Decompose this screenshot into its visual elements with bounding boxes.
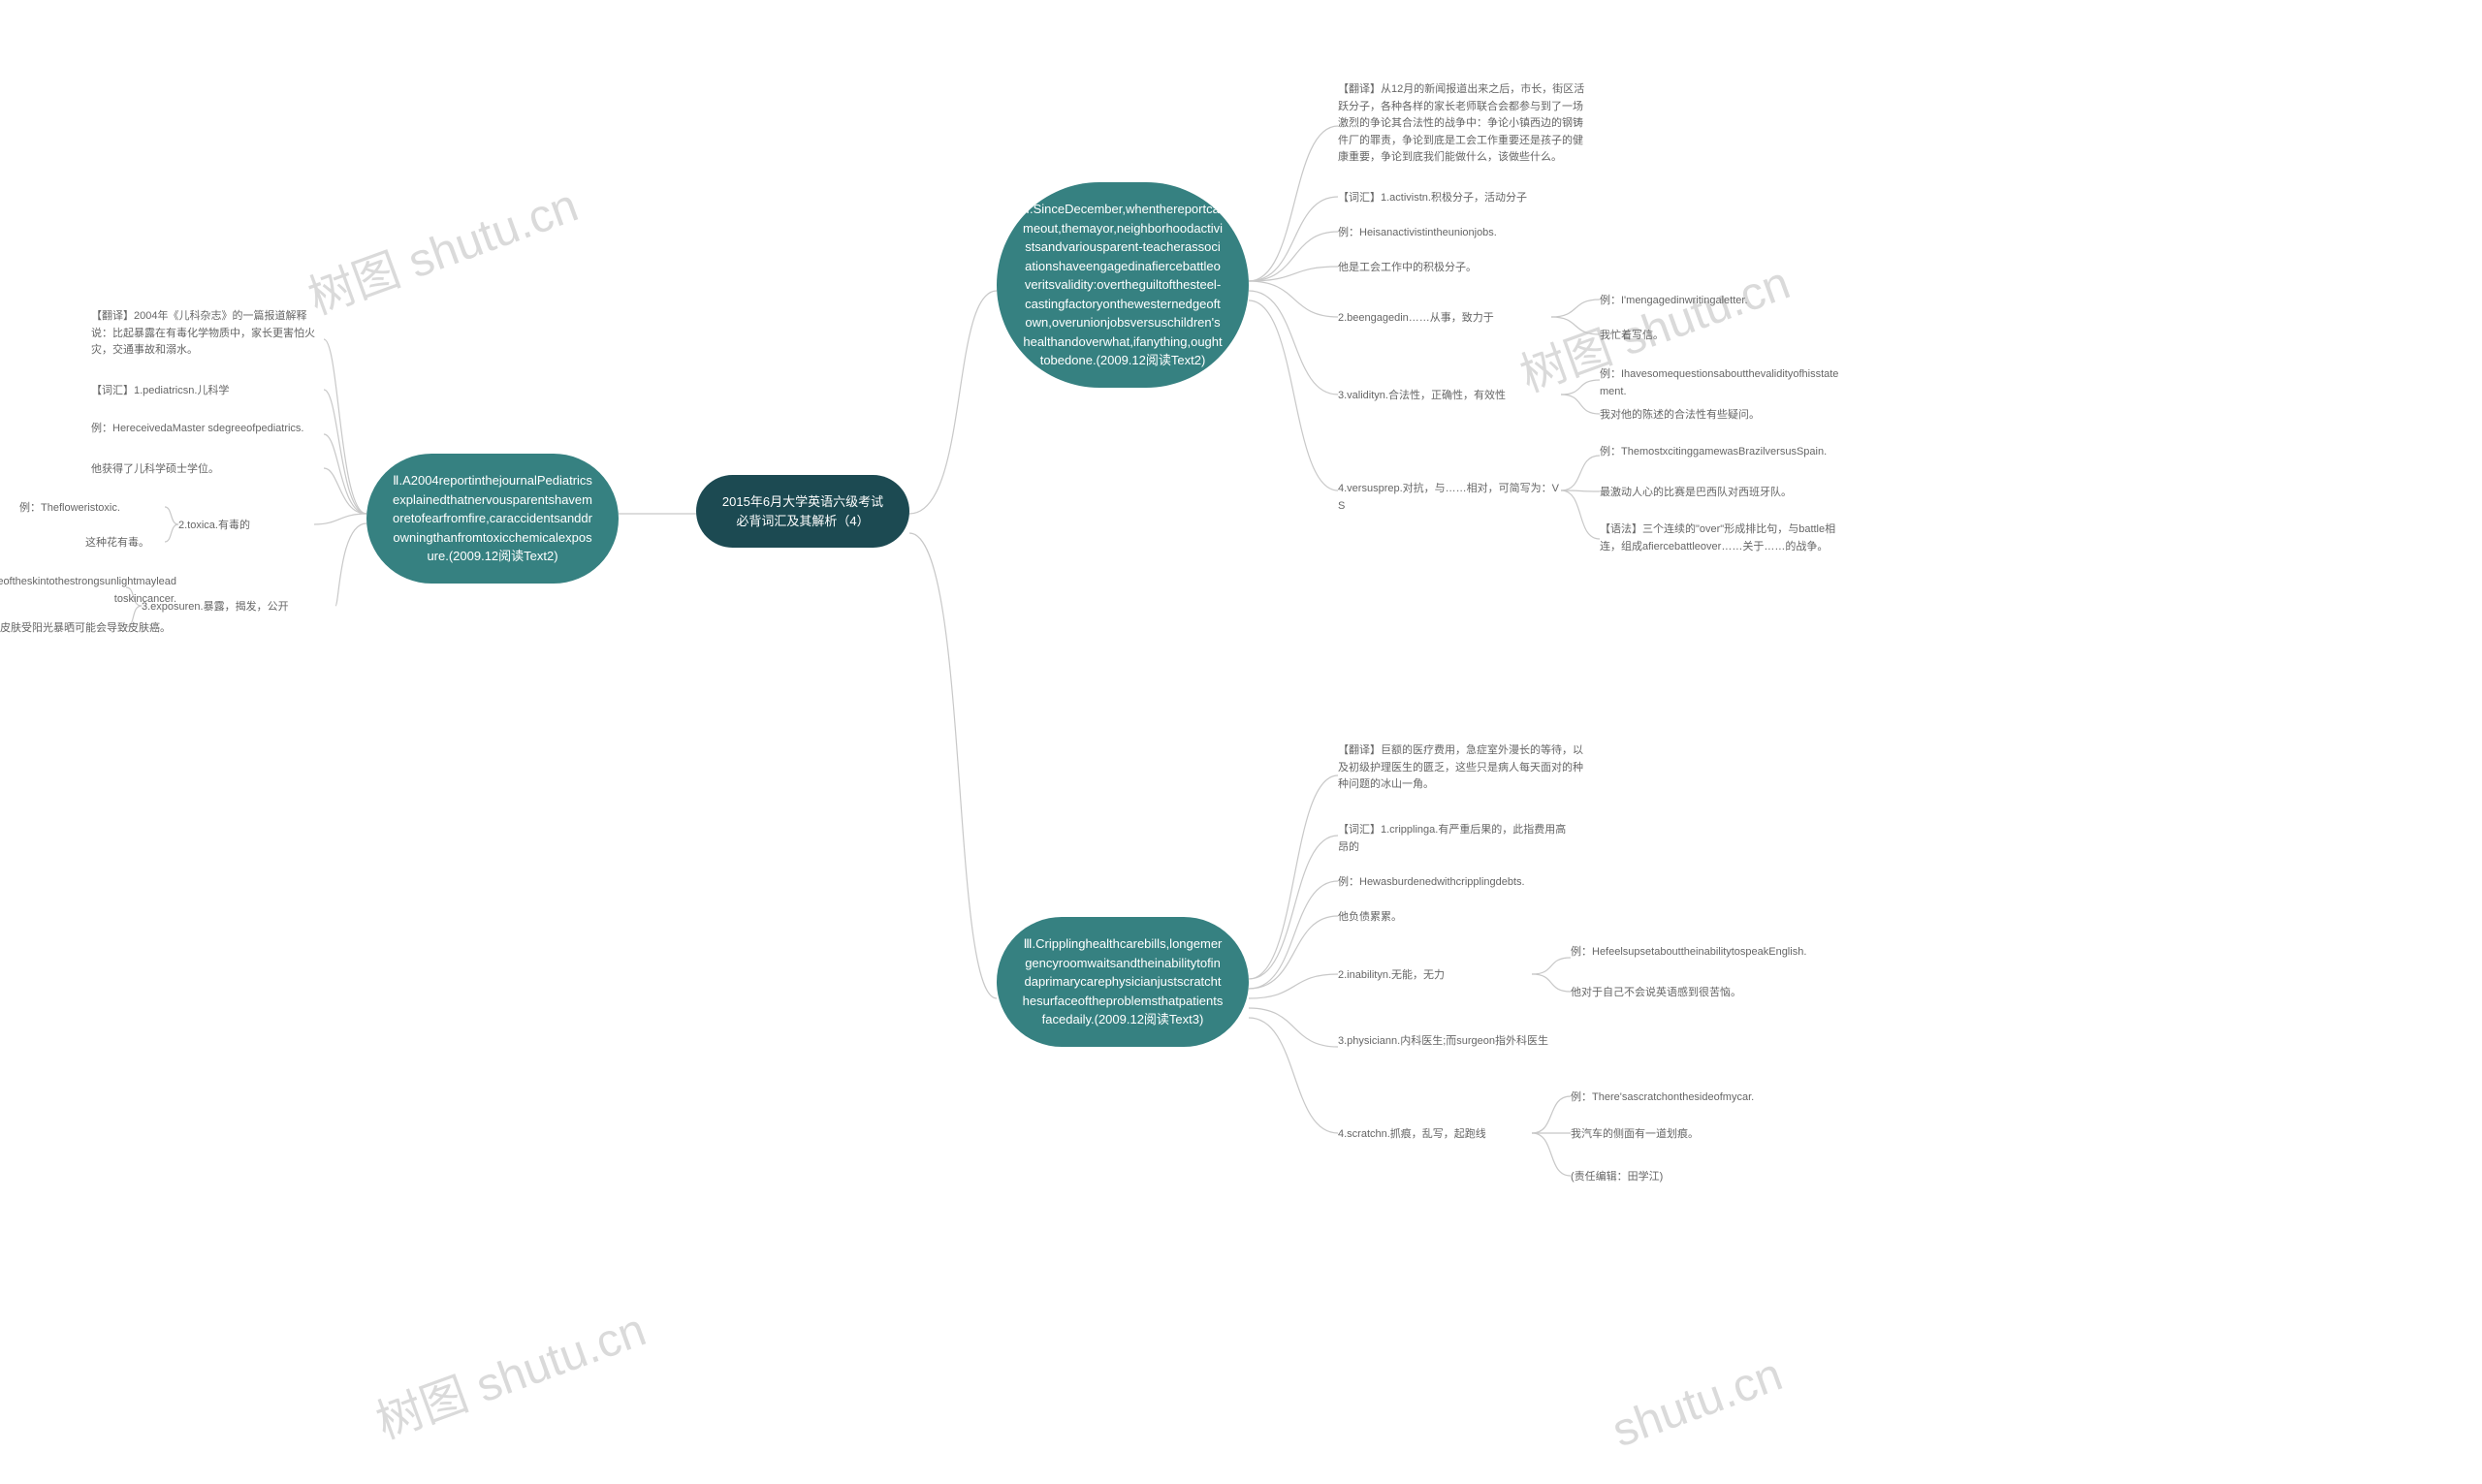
node-section-3[interactable]: Ⅲ.Cripplinghealthcarebills,longemergency… <box>997 917 1249 1047</box>
leaf-n2-example1: 例：HereceivedaMaster sdegreeofpediatrics. <box>91 421 324 438</box>
leaf-n3-translation: 【翻译】巨额的医疗费用，急症室外漫长的等待，以及初级护理医生的匮乏，这些只是病人… <box>1338 742 1590 794</box>
leaf-n2-vocab1: 【词汇】1.pediatricsn.儿科学 <box>91 383 324 400</box>
leaf-n3-vocab4: 4.scratchn.抓痕，乱写，起跑线 <box>1338 1126 1532 1144</box>
leaf-n3-editor: (责任编辑：田学江) <box>1571 1169 1765 1186</box>
leaf-n1-example1-cn: 他是工会工作中的积极分子。 <box>1338 260 1590 277</box>
leaf-n2-vocab2-ex: 例：Thefloweristoxic. <box>19 500 165 518</box>
leaf-n3-vocab3: 3.physiciann.内科医生;而surgeon指外科医生 <box>1338 1033 1571 1051</box>
leaf-n1-vocab2: 2.beengagedin……从事，致力于 <box>1338 310 1551 328</box>
leaf-n3-vocab4-cn: 我汽车的侧面有一道划痕。 <box>1571 1126 1784 1144</box>
leaf-n1-example1: 例：Heisanactivistintheunionjobs. <box>1338 225 1590 242</box>
leaf-n1-translation: 【翻译】从12月的新闻报道出来之后，市长，街区活跃分子，各种各样的家长老师联合会… <box>1338 81 1590 167</box>
leaf-n3-example1-cn: 他负债累累。 <box>1338 909 1532 927</box>
leaf-n1-vocab4-ex: 例：ThemostxcitinggamewasBrazilversusSpain… <box>1600 444 1842 461</box>
watermark: 树图 shutu.cn <box>298 167 586 327</box>
leaf-n2-translation: 【翻译】2004年《儿科杂志》的一篇报道解释说：比起暴露在有毒化学物质中，家长更… <box>91 308 324 360</box>
leaf-n1-vocab3-cn: 我对他的陈述的合法性有些疑问。 <box>1600 407 1832 425</box>
leaf-n2-vocab3-ex: 例：Exposureoftheskintothestrongsunlightma… <box>0 574 176 608</box>
watermark: shutu.cn <box>1606 1348 1789 1459</box>
leaf-n1-vocab3-ex: 例：Ihavesomequestionsaboutthevalidityofhi… <box>1600 366 1842 400</box>
leaf-n1-vocab4-cn: 最激动人心的比赛是巴西队对西班牙队。 <box>1600 485 1842 502</box>
leaf-n1-vocab2-ex: 例：I'mengagedinwritingaletter. <box>1600 293 1832 310</box>
leaf-n2-example1-cn: 他获得了儿科学硕士学位。 <box>91 461 324 479</box>
watermark: 树图 shutu.cn <box>366 1291 653 1451</box>
leaf-n2-vocab2: 2.toxica.有毒的 <box>178 518 314 535</box>
node-section-1[interactable]: Ⅰ.SinceDecember,whenthereportcameout,the… <box>997 182 1249 388</box>
leaf-n3-vocab4-ex: 例：There'sascratchonthesideofmycar. <box>1571 1089 1813 1107</box>
leaf-n1-vocab1: 【词汇】1.activistn.积极分子，活动分子 <box>1338 190 1590 207</box>
leaf-n1-vocab3: 3.validityn.合法性，正确性，有效性 <box>1338 388 1561 405</box>
leaf-n2-vocab3-cn: 皮肤受阳光暴晒可能会导致皮肤癌。 <box>0 620 171 638</box>
root-node[interactable]: 2015年6月大学英语六级考试必背词汇及其解析（4） <box>696 475 909 548</box>
leaf-n3-example1: 例：Hewasburdenedwithcripplingdebts. <box>1338 874 1590 892</box>
leaf-n1-vocab4: 4.versusprep.对抗，与……相对，可简写为：VS <box>1338 481 1561 515</box>
leaf-n1-vocab2-cn: 我忙着写信。 <box>1600 328 1794 345</box>
mindmap-connectors <box>0 0 2482 1484</box>
leaf-n3-vocab2-ex: 例：HefeelsupsetabouttheinabilitytospeakEn… <box>1571 944 1813 962</box>
leaf-n3-vocab1: 【词汇】1.cripplinga.有严重后果的，此指费用高昂的 <box>1338 822 1571 856</box>
leaf-n2-vocab2-cn: 这种花有毒。 <box>85 535 202 553</box>
leaf-n1-grammar: 【语法】三个连续的"over"形成排比句，与battle相连，组成afierce… <box>1600 521 1842 555</box>
node-section-2[interactable]: Ⅱ.A2004reportinthejournalPediatricsexpla… <box>366 454 619 584</box>
leaf-n3-vocab2: 2.inabilityn.无能，无力 <box>1338 967 1532 985</box>
leaf-n3-vocab2-cn: 他对于自己不会说英语感到很苦恼。 <box>1571 985 1803 1002</box>
